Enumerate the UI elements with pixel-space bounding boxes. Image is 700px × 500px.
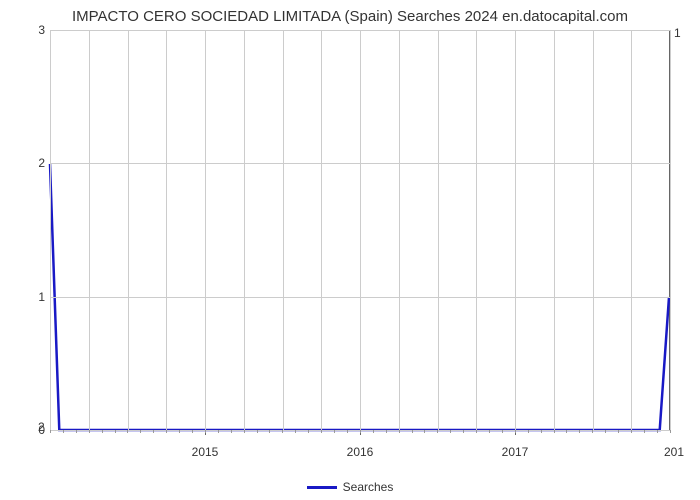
secondary-y-label: 2 xyxy=(38,420,45,434)
legend-label: Searches xyxy=(343,480,394,494)
grid-line-vertical xyxy=(399,30,400,430)
grid-line-vertical xyxy=(205,30,206,430)
grid-line-vertical xyxy=(50,30,51,430)
x-tick-minor xyxy=(437,430,438,433)
grid-line-vertical xyxy=(360,30,361,430)
x-tick-minor xyxy=(554,430,555,433)
x-tick-label: 2016 xyxy=(347,445,374,459)
x-tick-minor xyxy=(295,430,296,433)
x-tick-minor xyxy=(89,430,90,433)
grid-line-vertical xyxy=(166,30,167,430)
x-tick-minor xyxy=(269,430,270,433)
x-tick-minor xyxy=(592,430,593,433)
grid-line-vertical xyxy=(244,30,245,430)
x-tick-minor xyxy=(605,430,606,433)
x-tick-minor xyxy=(308,430,309,433)
x-tick-minor xyxy=(334,430,335,433)
grid-line-vertical xyxy=(128,30,129,430)
x-tick-minor xyxy=(386,430,387,433)
x-tick-minor xyxy=(231,430,232,433)
x-tick-minor xyxy=(76,430,77,433)
x-tick-minor xyxy=(541,430,542,433)
x-tick-minor xyxy=(412,430,413,433)
x-tick-minor xyxy=(192,430,193,433)
grid-line-vertical xyxy=(89,30,90,430)
x-tick-minor xyxy=(347,430,348,433)
grid-line-vertical xyxy=(476,30,477,430)
x-tick-minor xyxy=(424,430,425,433)
x-tick-minor xyxy=(218,430,219,433)
x-tick-minor xyxy=(644,430,645,433)
x-tick-minor xyxy=(50,430,51,433)
grid-line-vertical xyxy=(515,30,516,430)
x-tick-minor xyxy=(205,430,206,433)
y-tick-label: 3 xyxy=(25,23,45,37)
y-tick-label: 2 xyxy=(25,156,45,170)
x-tick-minor xyxy=(670,430,671,433)
x-tick-label: 2015 xyxy=(192,445,219,459)
x-tick-minor xyxy=(257,430,258,433)
grid-line-vertical xyxy=(631,30,632,430)
grid-line-vertical xyxy=(438,30,439,430)
grid-line-vertical xyxy=(670,30,671,430)
x-tick-minor xyxy=(140,430,141,433)
chart-title: IMPACTO CERO SOCIEDAD LIMITADA (Spain) S… xyxy=(0,8,700,25)
x-tick-minor xyxy=(618,430,619,433)
x-tick-minor xyxy=(179,430,180,433)
x-tick-minor xyxy=(127,430,128,433)
x-tick-minor xyxy=(282,430,283,433)
x-tick-minor xyxy=(63,430,64,433)
x-tick-minor xyxy=(463,430,464,433)
x-tick-minor xyxy=(102,430,103,433)
grid-line-vertical xyxy=(321,30,322,430)
x-tick-minor xyxy=(153,430,154,433)
x-tick-minor xyxy=(566,430,567,433)
x-tick-minor xyxy=(657,430,658,433)
grid-line-vertical xyxy=(283,30,284,430)
x-tick-label-partial: 201 xyxy=(664,445,684,459)
secondary-y-label: 1 xyxy=(674,26,681,40)
x-tick-minor xyxy=(489,430,490,433)
x-tick-label: 2017 xyxy=(502,445,529,459)
x-tick-minor xyxy=(115,430,116,433)
x-tick-minor xyxy=(166,430,167,433)
x-tick-minor xyxy=(579,430,580,433)
x-tick-minor xyxy=(631,430,632,433)
x-tick-minor xyxy=(502,430,503,433)
x-tick-minor xyxy=(515,430,516,433)
x-tick-minor xyxy=(476,430,477,433)
x-tick-minor xyxy=(399,430,400,433)
x-tick-minor xyxy=(244,430,245,433)
legend-swatch xyxy=(307,486,337,489)
x-tick-minor xyxy=(373,430,374,433)
x-tick-minor xyxy=(450,430,451,433)
x-tick-minor xyxy=(321,430,322,433)
legend: Searches xyxy=(0,480,700,494)
y-tick-label: 1 xyxy=(25,290,45,304)
x-tick-minor xyxy=(360,430,361,433)
grid-line-vertical xyxy=(554,30,555,430)
x-tick-minor xyxy=(528,430,529,433)
grid-line-vertical xyxy=(593,30,594,430)
